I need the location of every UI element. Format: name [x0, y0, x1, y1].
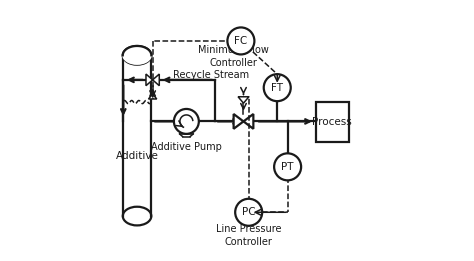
Circle shape — [235, 199, 262, 226]
Text: PT: PT — [282, 162, 294, 172]
Circle shape — [264, 74, 291, 101]
Text: Minimum Flow
Controller: Minimum Flow Controller — [199, 45, 269, 68]
Polygon shape — [244, 114, 254, 129]
Polygon shape — [146, 74, 153, 86]
Text: Recycle Stream: Recycle Stream — [173, 70, 249, 80]
Text: FT: FT — [271, 83, 283, 93]
Circle shape — [174, 109, 199, 134]
Text: Line Pressure
Controller: Line Pressure Controller — [216, 224, 282, 247]
Text: FC: FC — [234, 36, 247, 46]
Bar — [316, 102, 349, 142]
Polygon shape — [234, 114, 244, 129]
Circle shape — [274, 153, 301, 180]
Polygon shape — [153, 74, 159, 86]
Circle shape — [228, 27, 255, 55]
Polygon shape — [238, 97, 249, 103]
Ellipse shape — [122, 46, 152, 65]
Polygon shape — [148, 94, 157, 99]
Text: Process: Process — [312, 117, 352, 127]
Text: Additive Pump: Additive Pump — [151, 142, 222, 152]
Text: Additive: Additive — [116, 151, 158, 162]
Text: PC: PC — [242, 207, 255, 217]
